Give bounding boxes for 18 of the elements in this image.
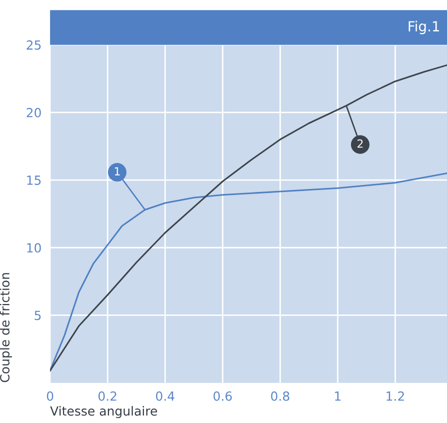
y-tick-label: 15 — [27, 176, 41, 185]
x-tick-label: 0.6 — [214, 391, 232, 401]
y-tick-label: 10 — [27, 243, 41, 253]
line-series — [50, 64, 447, 372]
text: 2 — [357, 139, 363, 148]
x-tick-label: 0.2 — [98, 391, 116, 401]
chart-title: Fig.1 — [408, 20, 440, 34]
y-tick-label: 5 — [34, 310, 41, 320]
y-tick-label: 20 — [26, 108, 41, 118]
x-axis-title: Vitesse angulaire — [50, 406, 158, 418]
x-tick-label: 0.8 — [271, 391, 290, 401]
x-tick-label: 0.4 — [156, 391, 174, 401]
y-axis-title: Couple de friction — [0, 273, 12, 382]
x-tick-label: 1.2 — [386, 391, 404, 401]
text: 1 — [114, 167, 120, 176]
x-tick-label: 0 — [46, 391, 54, 401]
x-tick-label: 1 — [335, 392, 341, 401]
y-tick-label: 25 — [26, 40, 41, 50]
